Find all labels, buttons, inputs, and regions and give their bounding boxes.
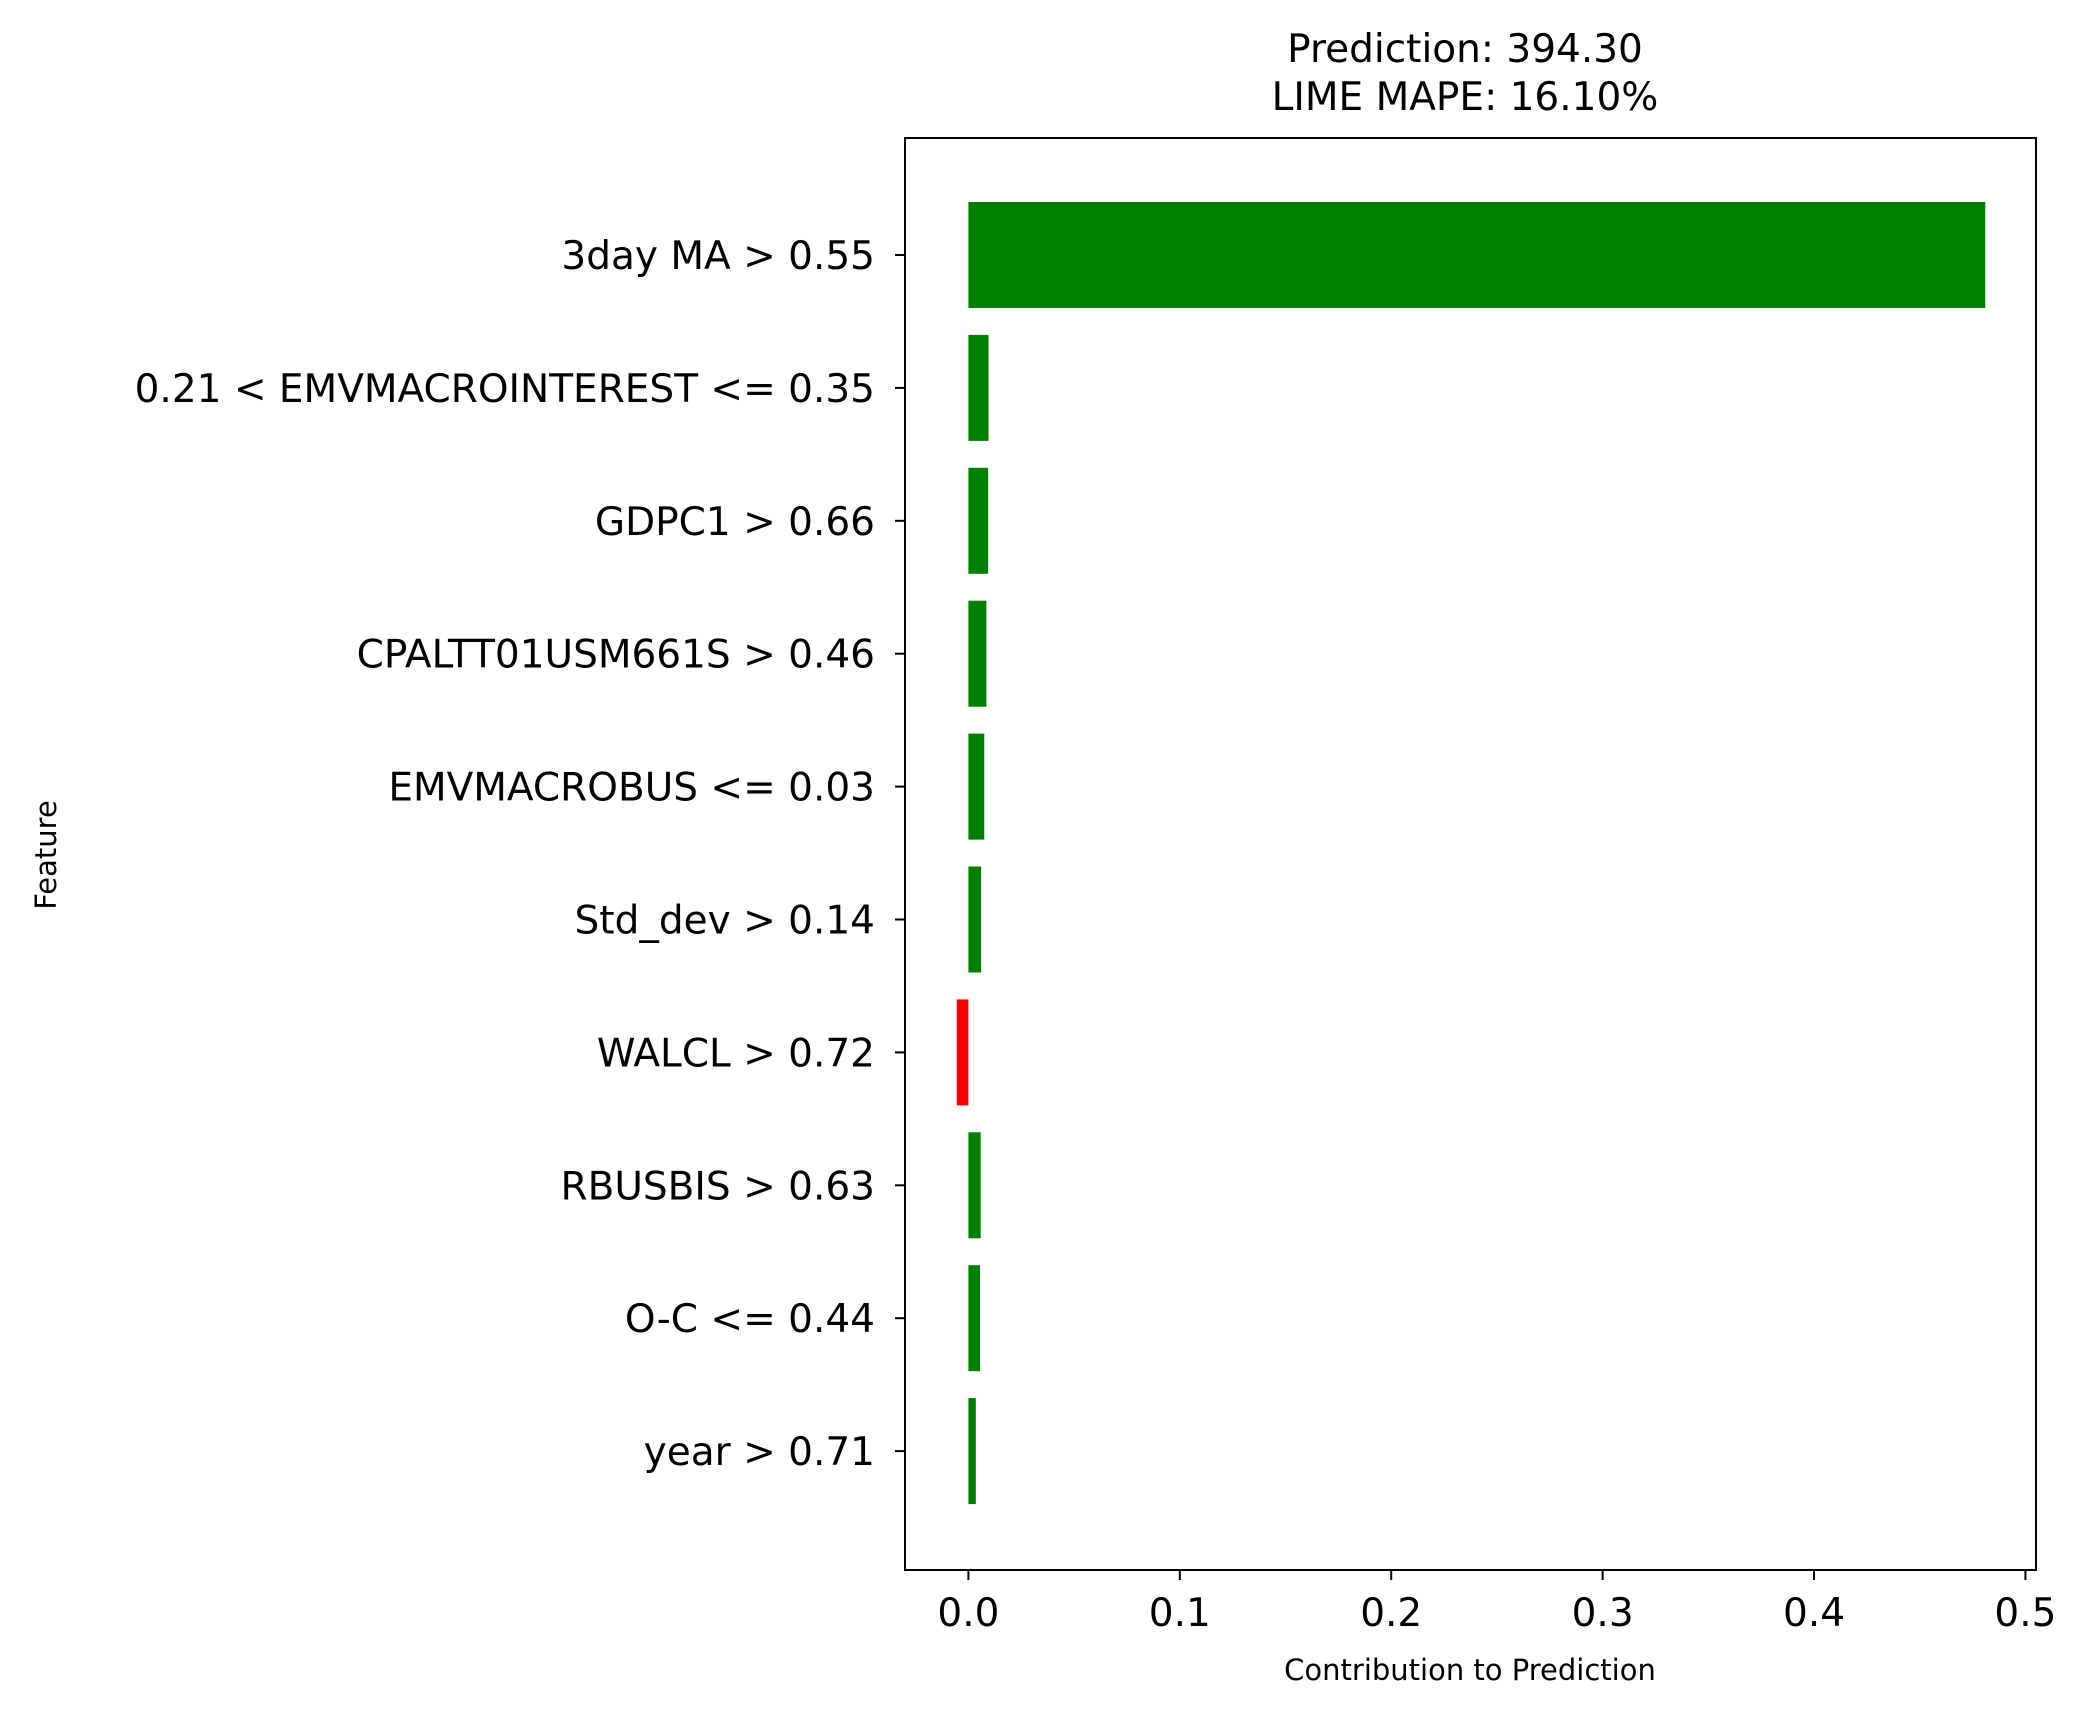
- y-tick-label: GDPC1 > 0.66: [595, 500, 875, 545]
- plot-area-frame: [904, 137, 2037, 1571]
- y-axis-label: Feature: [29, 800, 63, 910]
- y-tick-label: EMVMACROBUS <= 0.03: [388, 766, 875, 811]
- y-tick-label: 0.21 < EMVMACROINTEREST <= 0.35: [135, 367, 875, 412]
- x-tick-label: 0.5: [1994, 1591, 2056, 1636]
- x-tick-label: 0.1: [1149, 1591, 1211, 1636]
- y-tick-label: O-C <= 0.44: [625, 1297, 875, 1342]
- y-tick-label: year > 0.71: [644, 1430, 875, 1475]
- x-tick-label: 0.0: [937, 1591, 999, 1636]
- chart-title-line-2: LIME MAPE: 16.10%: [1272, 75, 1659, 120]
- y-tick-label: RBUSBIS > 0.63: [561, 1164, 875, 1209]
- feature-bar: [968, 1132, 981, 1239]
- y-tick-label: CPALTT01USM661S > 0.46: [357, 633, 875, 678]
- x-tick-label: 0.3: [1572, 1591, 1634, 1636]
- x-tick-label: 0.4: [1783, 1591, 1845, 1636]
- feature-bar: [968, 866, 982, 973]
- x-tick-label: 0.2: [1360, 1591, 1422, 1636]
- feature-bar: [968, 600, 987, 707]
- bar-series: [956, 202, 1986, 1505]
- y-tick-label: Std_dev > 0.14: [575, 899, 875, 944]
- x-axis-ticks: 0.0 0.1 0.2 0.3 0.4 0.5: [937, 1570, 2056, 1636]
- feature-bar: [968, 334, 989, 441]
- feature-bar: [968, 202, 1986, 308]
- feature-bar: [968, 1265, 981, 1372]
- feature-bar: [956, 999, 969, 1106]
- y-tick-label: 3day MA > 0.55: [561, 234, 875, 279]
- y-tick-label: WALCL > 0.72: [597, 1031, 875, 1076]
- feature-bar: [968, 467, 989, 574]
- chart-title-line-1: Prediction: 394.30: [1287, 27, 1643, 72]
- feature-bar: [968, 1398, 976, 1505]
- x-axis-label: Contribution to Prediction: [1284, 1653, 1656, 1687]
- feature-bar: [968, 733, 985, 840]
- y-axis-ticks: 3day MA > 0.55 0.21 < EMVMACROINTEREST <=…: [135, 234, 905, 1475]
